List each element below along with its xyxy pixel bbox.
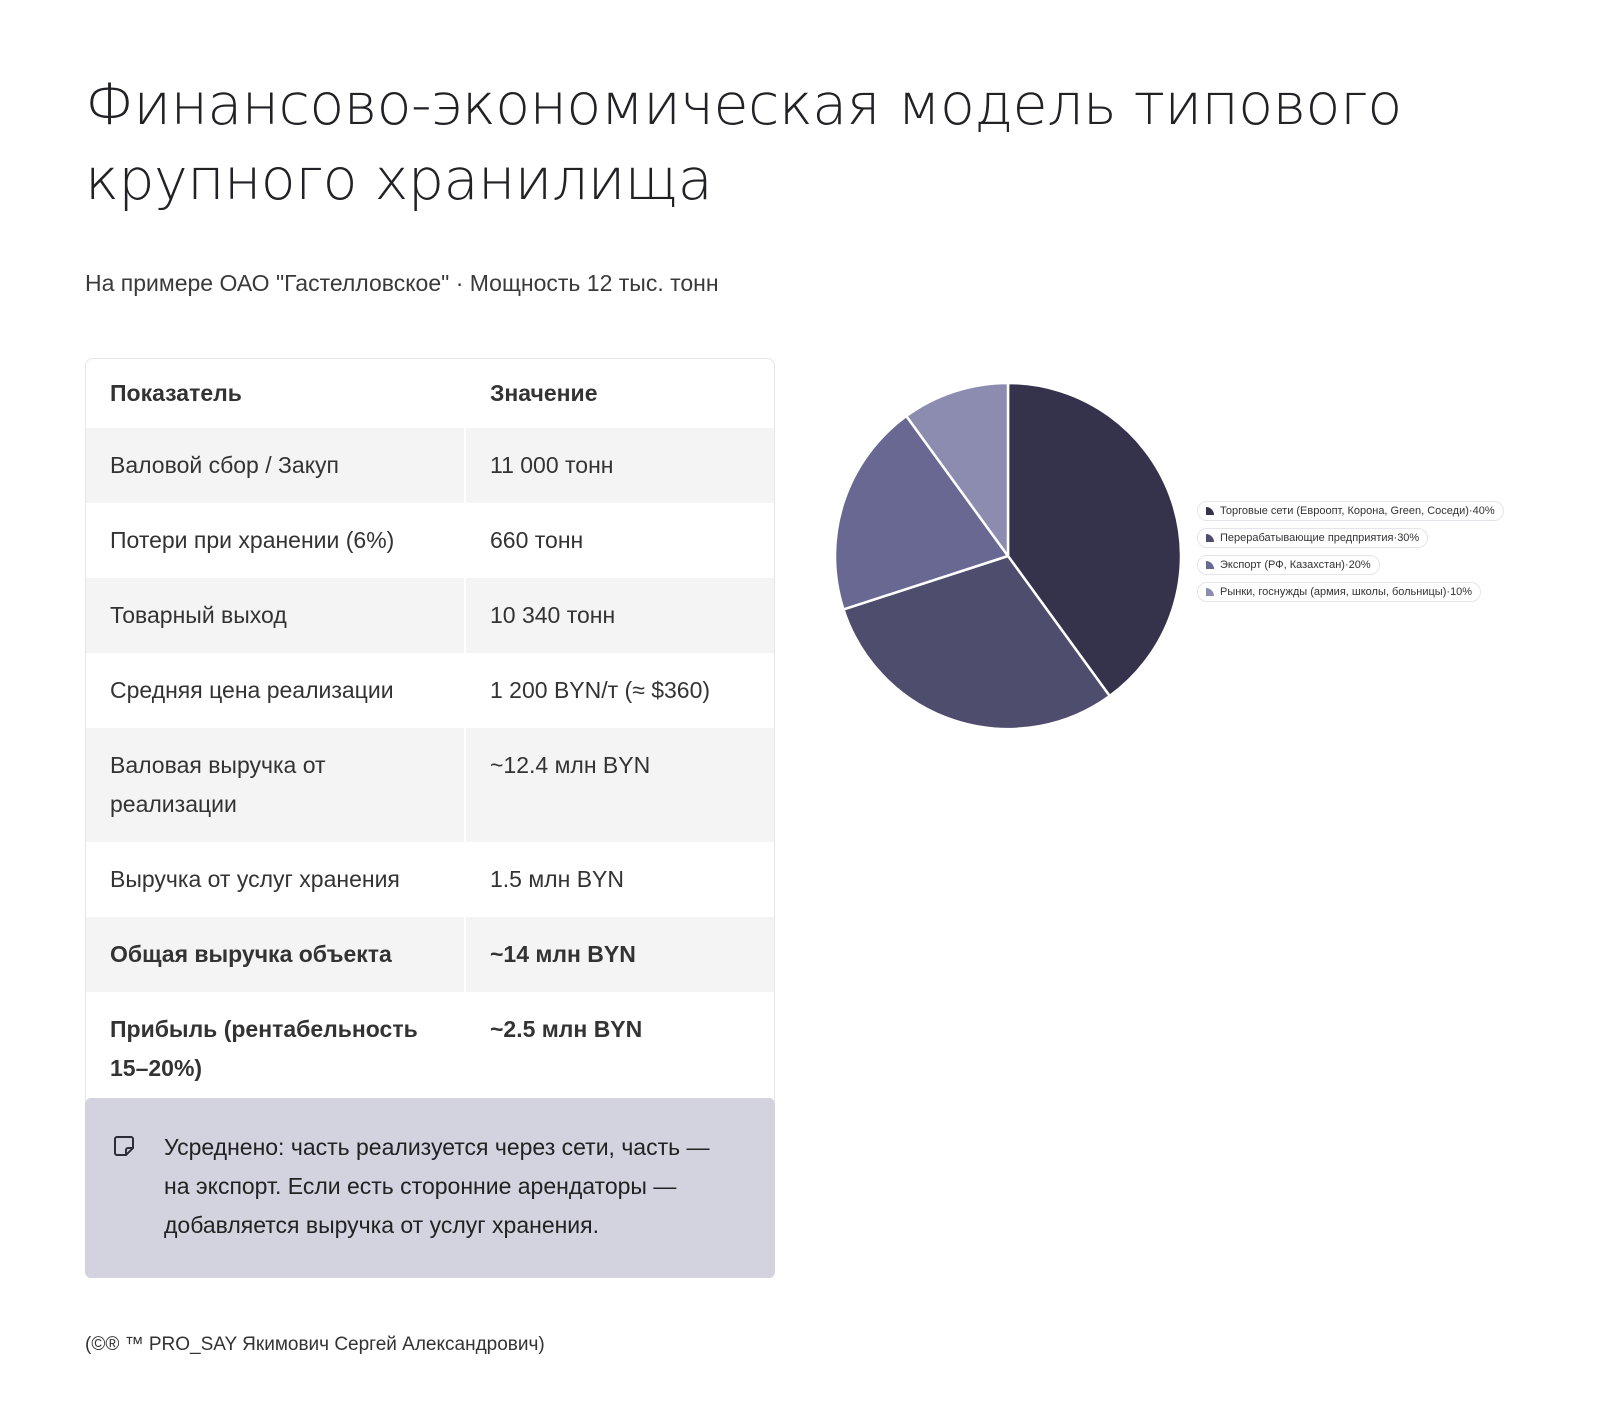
- table-cell-value: ~12.4 млн BYN: [464, 728, 774, 842]
- page-subtitle: На примере ОАО "Гастелловское" · Мощност…: [85, 270, 719, 296]
- data-table: Показатель Значение Валовой сбор / Закуп…: [85, 358, 775, 1107]
- table-cell-value: 660 тонн: [464, 503, 774, 578]
- legend-item: Торговые сети (Евроопт, Корона, Green, С…: [1197, 501, 1504, 521]
- legend-value: 40%: [1472, 505, 1495, 517]
- legend-label: Экспорт (РФ, Казахстан): [1220, 559, 1345, 571]
- table-cell-indicator: Средняя цена реализации: [110, 677, 394, 703]
- note-icon: [114, 1136, 134, 1156]
- pie-chart: [832, 380, 1184, 732]
- table-row: Прибыль (рентабельность 15–20%) ~2.5 млн …: [86, 992, 774, 1106]
- pie-slice-1: [1006, 381, 1183, 698]
- table-cell-value: 10 340 тонн: [464, 578, 774, 653]
- table-cell-indicator: Общая выручка объекта: [110, 941, 392, 967]
- table-cell-indicator: Товарный выход: [110, 602, 287, 628]
- table-cell-indicator: Валовой сбор / Закуп: [110, 452, 339, 478]
- footer-copyright: (©® ™ PRO_SAY Якимович Сергей Александро…: [85, 1334, 545, 1355]
- legend-item: Рынки, госнужды (армия, школы, больницы)…: [1197, 582, 1482, 602]
- table-cell-value: 1 200 BYN/т (≈ $360): [464, 653, 774, 728]
- legend-item: Экспорт (РФ, Казахстан) · 20%: [1197, 555, 1380, 575]
- table-header-value: Значение: [464, 359, 774, 428]
- legend-label: Перерабатывающие предприятия: [1220, 532, 1394, 544]
- table-cell-value: 11 000 тонн: [464, 428, 774, 503]
- table-cell-indicator: Выручка от услуг хранения: [110, 866, 400, 892]
- table-row: Валовая выручка от реализации ~12.4 млн B…: [86, 728, 774, 842]
- table-cell-value: 1.5 млн BYN: [464, 842, 774, 917]
- table-row: Потери при хранении (6%) 660 тонн: [86, 503, 774, 578]
- table-row: Валовой сбор / Закуп 11 000 тонн: [86, 428, 774, 503]
- legend-value: 20%: [1348, 559, 1371, 571]
- chart-legend: Торговые сети (Евроопт, Корона, Green, С…: [1197, 501, 1504, 609]
- note-text: Усреднено: часть реализуется через сети,…: [164, 1134, 710, 1238]
- table-row: Общая выручка объекта ~14 млн BYN: [86, 917, 774, 992]
- legend-separator: ·: [1468, 505, 1473, 517]
- table-cell-value: ~2.5 млн BYN: [464, 992, 774, 1106]
- legend-marker-icon: [1206, 534, 1214, 542]
- table-cell-indicator: Потери при хранении (6%): [110, 527, 395, 553]
- table-row: Товарный выход 10 340 тонн: [86, 578, 774, 653]
- legend-label: Рынки, госнужды (армия, школы, больницы): [1220, 586, 1447, 598]
- legend-marker-icon: [1206, 507, 1214, 515]
- legend-separator: ·: [1446, 586, 1451, 598]
- legend-value: 10%: [1450, 586, 1473, 598]
- pie-slice-3: [833, 414, 1010, 611]
- legend-value: 30%: [1397, 532, 1420, 544]
- table-header-row: Показатель Значение: [86, 359, 774, 428]
- legend-separator: ·: [1344, 559, 1349, 571]
- table-header-indicator: Показатель: [110, 380, 242, 406]
- table-row: Выручка от услуг хранения 1.5 млн BYN: [86, 842, 774, 917]
- table-row: Средняя цена реализации 1 200 BYN/т (≈ $3…: [86, 653, 774, 728]
- table-cell-indicator: Валовая выручка от реализации: [110, 752, 326, 817]
- pie-slice-4: [905, 381, 1010, 558]
- legend-label: Торговые сети (Евроопт, Корона, Green, С…: [1220, 505, 1469, 517]
- legend-separator: ·: [1393, 532, 1398, 544]
- table-cell-indicator: Прибыль (рентабельность 15–20%): [110, 1016, 418, 1081]
- page-title: Финансово-экономическая модель типового …: [85, 72, 1402, 213]
- note-box: Усреднено: часть реализуется через сети,…: [85, 1098, 775, 1278]
- legend-marker-icon: [1206, 588, 1214, 596]
- table-cell-value: ~14 млн BYN: [464, 917, 774, 992]
- legend-item: Перерабатывающие предприятия · 30%: [1197, 528, 1429, 548]
- pie-slice-2: [842, 554, 1111, 731]
- legend-marker-icon: [1206, 561, 1214, 569]
